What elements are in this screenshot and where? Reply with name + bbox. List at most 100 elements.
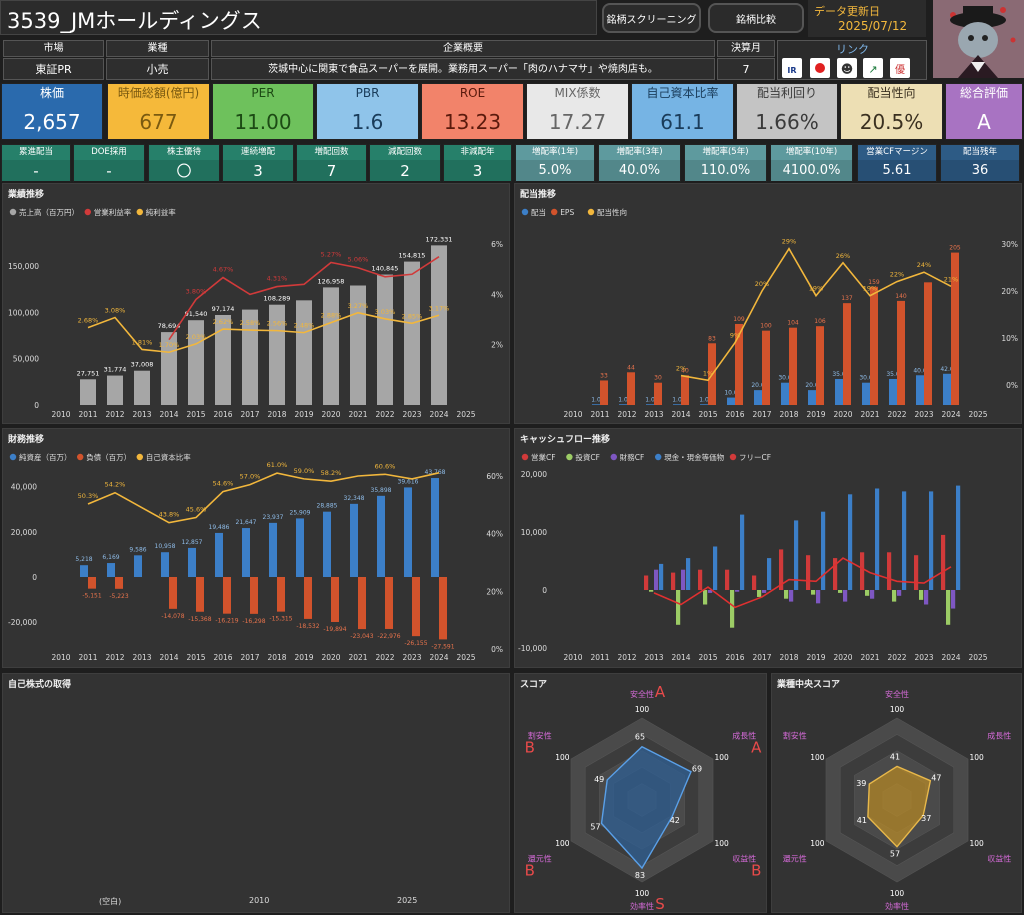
dividend-bar (592, 404, 600, 405)
kabutan-icon (815, 63, 825, 73)
fcf-line (653, 557, 952, 609)
net-assets-bar (323, 511, 331, 577)
radar-axis-label: 割安性 (783, 731, 807, 741)
liabilities-bar (439, 577, 447, 640)
net-margin-label: 2.62% (213, 318, 234, 326)
small-kpi-label: 増配率(1年) (531, 147, 579, 157)
link-irbank[interactable]: IR (782, 58, 802, 78)
kpi-label: 総合評価 (959, 86, 1008, 100)
liabilities-bar (196, 577, 204, 612)
x-tick-label: 2024 (941, 653, 960, 662)
net-assets-bar (80, 565, 88, 577)
net-margin-label: 2.88% (321, 312, 342, 320)
link-kabutan[interactable] (810, 58, 830, 78)
radar-max-label: 100 (810, 839, 825, 848)
industry-score-title: 業種中央スコア (777, 680, 841, 690)
radar-grade: B (525, 862, 535, 880)
eps-bar (924, 282, 932, 405)
y2-tick-label: 0% (1006, 381, 1018, 390)
op_cf-bar (752, 575, 757, 590)
small-kpi-label: 減配回数 (387, 147, 422, 157)
liabilities-label: -18,532 (296, 623, 319, 630)
x-tick-label: 2023 (914, 410, 933, 419)
screening-button[interactable]: 銘柄スクリーニング (602, 3, 701, 33)
legend-label: 現金・現金等価物 (664, 452, 724, 462)
eps-bar (762, 330, 770, 405)
kpi-value: 2,657 (23, 110, 81, 134)
y-tick-label: 0 (32, 573, 37, 582)
radar-value-label: 49 (594, 775, 604, 784)
y2-tick-label: 20% (486, 587, 503, 596)
sales-label: 154,815 (399, 252, 426, 260)
radar-value-label: 65 (635, 733, 645, 742)
x-tick-label: 2017 (752, 410, 771, 419)
dividend-label: 1.0 (591, 396, 601, 403)
eps-label: 33 (600, 372, 608, 379)
dividend-label: 35.0 (832, 371, 846, 378)
dividend-label: 1.0 (699, 396, 709, 403)
sales-label: 78,694 (158, 322, 181, 330)
op_cf-bar (698, 569, 703, 590)
kpi-value: 13.23 (443, 110, 502, 134)
legend-marker (9, 453, 17, 461)
liabilities-bar (412, 577, 420, 637)
x-tick-label: 2021 (860, 653, 879, 662)
x-tick-label: 2013 (132, 410, 151, 419)
cash-bar (902, 491, 907, 590)
x-tick-label: 2025 (456, 410, 475, 419)
update-date: 2025/07/12 (838, 19, 908, 33)
legend-label: 配当 (531, 207, 546, 217)
small-kpi-value: 110.0% (685, 160, 766, 182)
kpi-card: MIX係数 17.27 (526, 83, 629, 140)
liabilities-bar (358, 577, 366, 630)
legend-marker (84, 208, 92, 216)
x-tick-label: 2011 (590, 653, 609, 662)
y-tick-label: 0 (34, 401, 39, 410)
sales-bar (431, 245, 447, 405)
cash-bar (794, 520, 799, 590)
inv_cf-bar (730, 590, 735, 628)
link-kabutan-alt[interactable]: ↗ (863, 58, 883, 78)
liabilities-bar (277, 577, 285, 612)
legend-label: 配当性向 (597, 207, 627, 217)
legend-label: 営業CF (531, 452, 556, 462)
fin_cf-bar (708, 590, 713, 593)
op-margin-label: 5.06% (348, 256, 369, 264)
y2-tick-label: 6% (491, 240, 503, 249)
equity-ratio-label: 54.6% (213, 480, 234, 488)
compare-button[interactable]: 銘柄比較 (708, 3, 804, 33)
legend-label: 負債（百万） (86, 452, 131, 462)
dividend-label: 1.0 (672, 396, 682, 403)
link-yutai[interactable]: 優 (890, 58, 910, 78)
radar-max-label: 100 (635, 705, 650, 714)
radar-axis-label: 成長性 (987, 731, 1011, 741)
x-tick-label: 2014 (671, 410, 690, 419)
x-tick-label: 2024 (941, 410, 960, 419)
fin_cf-bar (924, 590, 929, 605)
net-assets-label: 32,348 (344, 495, 365, 502)
net-margin-label: 2.68% (78, 317, 99, 325)
net-assets-label: 9,586 (129, 546, 146, 553)
x-tick-label: 2021 (348, 653, 367, 662)
eps-bar (681, 375, 689, 405)
small-kpi-card: 営業CFマージン 5.61 (857, 144, 937, 182)
radar-value-label: 42 (670, 816, 680, 825)
x-tick-label: 2019 (294, 653, 313, 662)
net-assets-bar (134, 555, 142, 577)
kpi-label: PBR (355, 86, 380, 100)
equity-ratio-label: 54.2% (105, 481, 126, 489)
dividend-label: 20.0 (805, 382, 819, 389)
link-minkabu[interactable]: ☻ (837, 58, 857, 78)
small-kpi-value: 40.0% (599, 160, 680, 182)
x-tick-label: 2024 (429, 653, 448, 662)
eps-bar (843, 303, 851, 405)
kpi-label: 株価 (39, 86, 64, 100)
radar-max-label: 100 (635, 889, 650, 898)
cash-bar (848, 494, 853, 590)
payout-label: 20% (755, 280, 769, 288)
legend-marker (655, 453, 662, 461)
x-tick-label: 2011 (78, 653, 97, 662)
inv_cf-bar (946, 590, 951, 625)
op-margin-label: 5.27% (321, 250, 342, 258)
